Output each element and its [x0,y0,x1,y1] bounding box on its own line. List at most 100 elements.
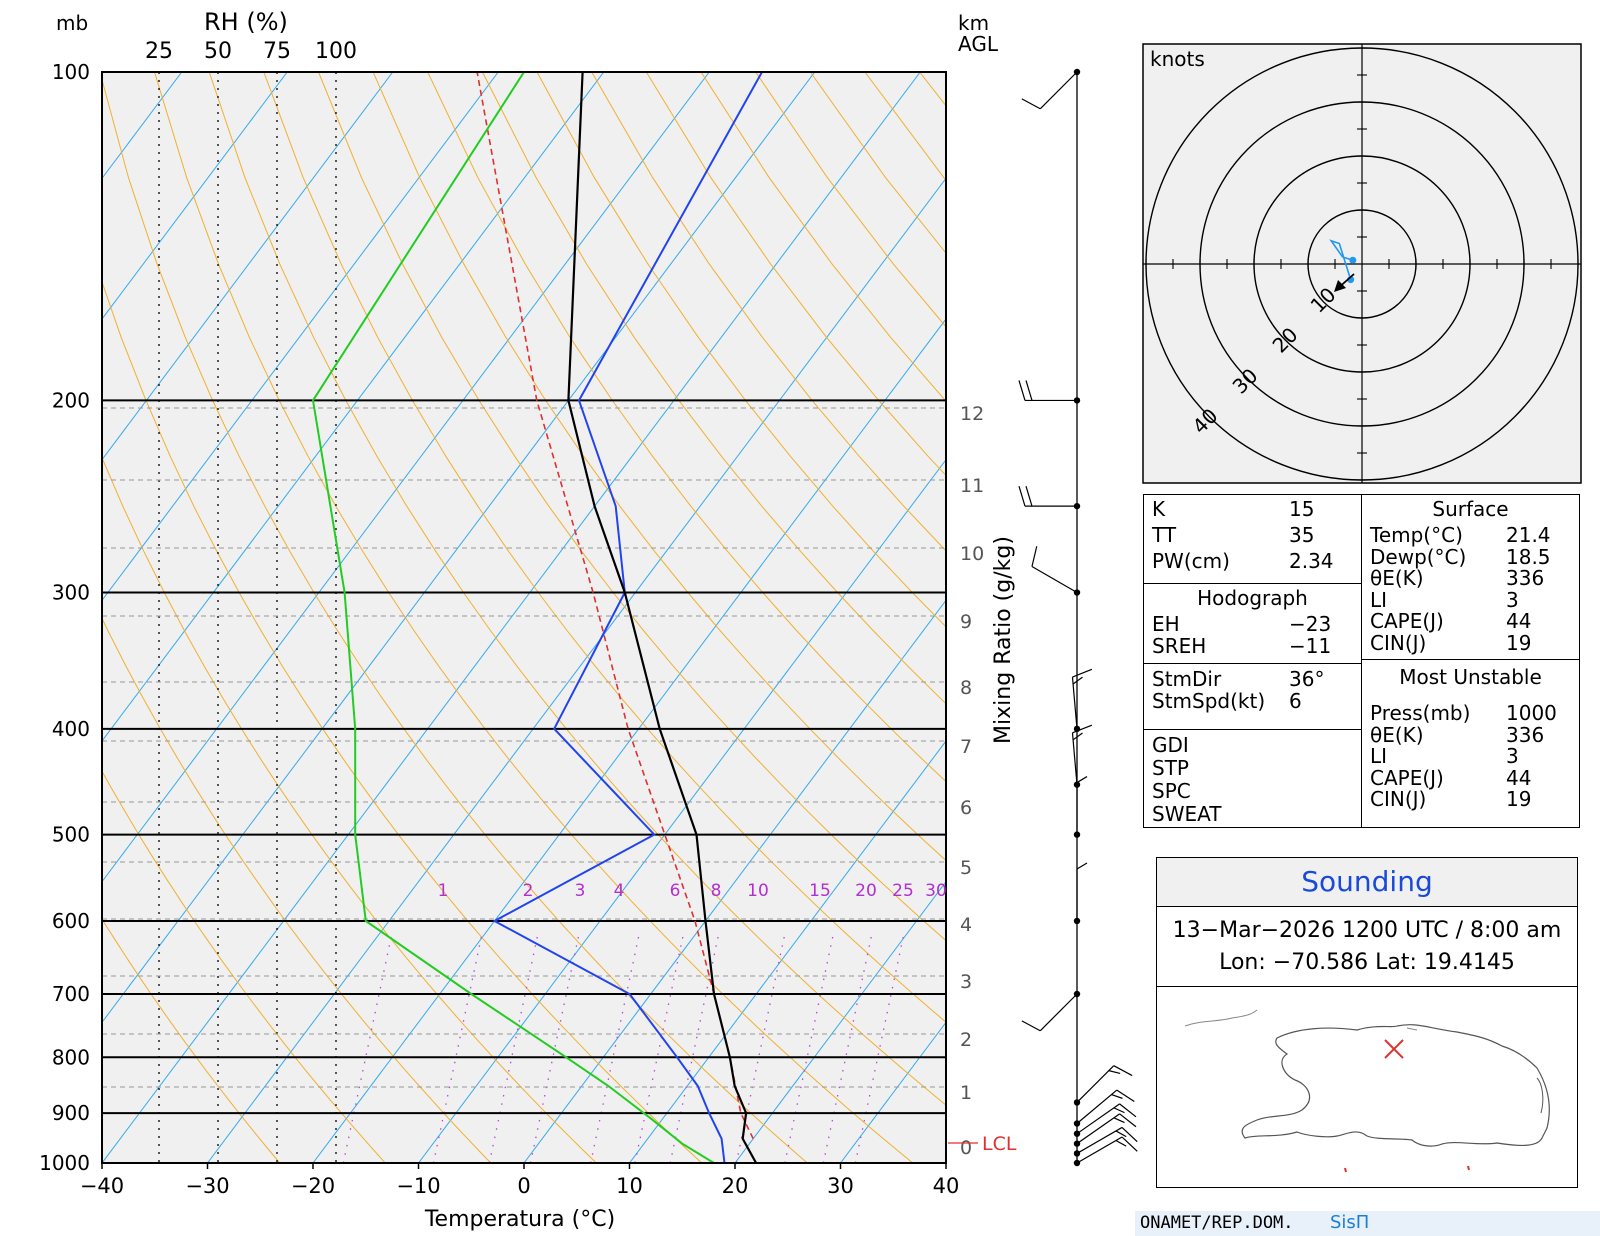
info-panel: Sounding 13−Mar−2026 1200 UTC / 8:00 am … [1156,857,1578,1188]
barb-point [1073,1150,1081,1157]
temp-tick-label: −20 [291,1174,335,1198]
km-tick-label: 5 [960,857,972,879]
index-label: GDI [1152,733,1189,757]
km-tick-label: 10 [960,543,984,565]
barb-flag [1072,732,1083,741]
sounding-date: 13−Mar−2026 1200 UTC / 8:00 am [1172,918,1562,943]
pressure-tick-label: 500 [52,823,90,847]
barb-flag [1115,1130,1127,1138]
barb-shaft [1076,1103,1120,1135]
dry-adiabats [102,72,946,1163]
index-label: StmSpd(kt) [1152,689,1266,713]
dry-adiabat-line [102,77,808,1163]
index-label: SPC [1152,779,1191,803]
temp-tick-label: 10 [616,1174,643,1198]
index-label: TT [1152,523,1177,547]
barb-shaft [1076,1126,1123,1154]
index-label: LI [1370,587,1388,612]
isotherm-line [734,880,946,1163]
temp-tick-label: 20 [722,1174,749,1198]
index-value: 1000 [1506,701,1557,725]
isotherm-line [207,177,946,1163]
sep-2 [1144,663,1361,664]
dry-adiabat-line [154,72,914,1163]
barb-shaft [1076,1113,1120,1145]
temp-tick-label: 30 [827,1174,854,1198]
index-label: CAPE(J) [1370,765,1444,790]
index-value: 19 [1506,787,1532,811]
isotherm-line [102,72,288,320]
index-label: Temp(°C) [1370,523,1463,547]
sep-3 [1144,729,1361,730]
index-label: PW(cm) [1152,549,1230,573]
barb-flag [1025,485,1033,507]
index-value: 3 [1506,587,1519,612]
temp-tick-label: 40 [933,1174,960,1198]
temp-tick-label: −10 [396,1174,440,1198]
barb-flag [1076,776,1088,784]
index-value: −23 [1289,612,1332,636]
dry-adiabat-line [427,72,946,783]
indices-panel: K 15 TT 35 PW(cm) 2.34 Hodograph EH −23 SREH −11 St… [1143,494,1580,828]
index-value: 15 [1289,497,1315,521]
footer-bar [1135,1211,1600,1236]
island-outline [1241,1024,1550,1147]
barb-flag [1113,1065,1133,1077]
barb-shaft [1071,732,1078,785]
isotherm-line [418,458,946,1163]
wind-barbs [1018,68,1138,1167]
index-value: 44 [1506,765,1532,790]
hodograph-trace [1329,239,1354,280]
barb-flag [1121,1136,1138,1152]
barb-flag [1115,1139,1127,1147]
barb-shaft [1031,566,1078,594]
dry-adiabat-line [372,72,946,862]
barb-flag [1121,1126,1138,1143]
barb-shaft [1076,1065,1115,1103]
index-value: 336 [1506,722,1545,747]
barb-flag [1116,1089,1135,1103]
hodograph-end [1349,256,1357,264]
dry-adiabat-line [536,72,946,628]
isotherm-line [629,740,946,1163]
lcl-label: LCL [982,1133,1017,1155]
location-marker [1384,1039,1404,1059]
km-tick-label: 1 [960,1082,972,1104]
isotherm-line [102,72,605,742]
index-label: Press(mb) [1370,701,1471,725]
index-section-title: Surface [1432,497,1509,521]
mixing-ratio-label: 1 [438,881,449,901]
pressure-tick-label: 600 [52,909,90,933]
barb-flag [1018,485,1026,507]
mixing-ratio-label: 4 [614,881,625,901]
plot-background [102,72,946,1163]
dry-adiabat-line [591,72,946,552]
km-tick-label: 8 [960,677,972,699]
index-section-title: Most Unstable [1399,665,1542,689]
knots-label: knots [1150,47,1205,71]
barb-flag [1108,1070,1121,1075]
temp-tick-label: −30 [185,1174,229,1198]
isotherm-line [102,72,710,883]
km-tick-label: 3 [960,971,972,993]
isotherm-line [102,72,499,602]
isotherm-line [102,72,921,1163]
mixing-ratio-label: 3 [575,881,586,901]
barb-flag [1018,380,1026,401]
barb-flag [1072,676,1083,685]
km-tick-label: 7 [960,736,972,758]
location-map [1184,1009,1550,1173]
dry-adiabat-line [263,72,946,1023]
sounding-title: Sounding [1157,858,1577,907]
agl-label: AGL [958,32,999,56]
km-label: km [958,11,989,35]
barb-flag [1111,1093,1123,1099]
index-value: 6 [1289,689,1302,713]
barb-shaft [1076,1089,1118,1124]
mixing-ratio-title: Mixing Ratio (g/kg) [991,536,1016,744]
pressure-tick-label: 200 [52,388,90,412]
barb-flag [1119,1113,1137,1128]
isotherm-line [312,318,946,1163]
storm-motion-arrowhead [1334,280,1346,292]
